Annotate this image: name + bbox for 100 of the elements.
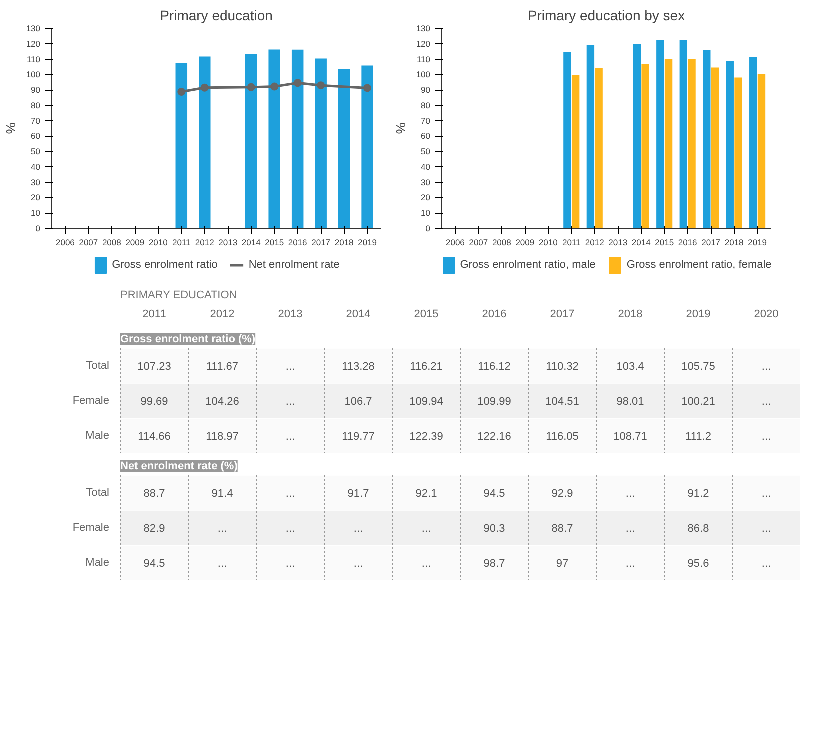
bar xyxy=(315,58,327,228)
text: ... xyxy=(762,361,772,373)
legend-label: Net enrolment rate xyxy=(248,259,340,271)
text: ... xyxy=(286,488,296,500)
y-tick-label: 40 xyxy=(31,162,41,172)
data-label: 114.66 xyxy=(138,431,171,443)
y-tick-label: 80 xyxy=(31,100,41,110)
text: ... xyxy=(626,523,636,535)
point xyxy=(178,88,186,96)
x-tick-label: 2016 xyxy=(678,238,698,248)
x-tick-label: 2017 xyxy=(550,308,575,320)
data-label: 110.32 xyxy=(546,361,579,373)
text: ... xyxy=(218,558,228,570)
data-label: 97 xyxy=(556,558,569,570)
point xyxy=(270,82,279,91)
bar xyxy=(750,57,758,228)
data-label: 86.8 xyxy=(688,523,710,535)
data-label: 98.7 xyxy=(484,558,506,570)
data-label: 104.26 xyxy=(206,396,240,408)
data-label: 95.6 xyxy=(688,558,710,570)
data-label: 104.51 xyxy=(546,396,580,408)
bar xyxy=(688,59,696,228)
text: ... xyxy=(218,523,228,535)
data-label: 116.05 xyxy=(546,431,579,443)
y-tick-label: 0 xyxy=(426,224,431,234)
data-label: 91.4 xyxy=(212,488,234,500)
data-label: 91.7 xyxy=(348,488,370,500)
data-label: 94.5 xyxy=(144,558,166,570)
y-tick-label: 20 xyxy=(421,192,431,203)
bar xyxy=(656,40,664,228)
data-label: 119.77 xyxy=(342,431,375,443)
x-tick-label: 2016 xyxy=(482,308,507,320)
x-tick-label: 2017 xyxy=(312,238,331,248)
y-tick-label: 90 xyxy=(421,85,431,96)
data-label: 92.1 xyxy=(416,488,438,500)
data-label: 91.2 xyxy=(688,488,710,500)
x-tick-label: 2008 xyxy=(492,238,512,248)
bar xyxy=(572,75,580,228)
x-tick-label: 2014 xyxy=(346,308,371,320)
x-tick-label: 2018 xyxy=(618,308,643,320)
chart-title: Primary education by sex xyxy=(528,8,686,24)
point xyxy=(200,84,209,92)
data-label: 122.39 xyxy=(410,431,444,443)
text: ... xyxy=(286,361,296,373)
bar xyxy=(362,66,374,228)
y-tick-label: 100 xyxy=(26,70,41,80)
x-tick-label: 2009 xyxy=(126,238,145,248)
x-tick-label: 2012 xyxy=(585,238,605,248)
point xyxy=(317,82,326,90)
x-tick-label: 2019 xyxy=(748,238,768,248)
y-tick-label: 20 xyxy=(31,192,41,203)
x-tick-label: 2014 xyxy=(242,238,262,248)
text: ... xyxy=(762,523,772,535)
chart-subtitle: Gross enrolment ratio (%) xyxy=(120,334,256,346)
x-tick-label: 2014 xyxy=(632,238,652,248)
legend-label: Gross enrolment ratio, male xyxy=(460,259,596,271)
bar xyxy=(633,44,642,228)
y-tick-label: 10 xyxy=(31,208,41,218)
y-tick-label: Male xyxy=(86,430,110,442)
data-label: 111.2 xyxy=(686,431,712,443)
point xyxy=(294,79,302,88)
y-tick-label: Total xyxy=(86,487,110,499)
y-tick-label: 0 xyxy=(36,224,41,234)
text: ... xyxy=(762,431,772,443)
text: ... xyxy=(286,431,296,443)
x-tick-label: 2010 xyxy=(148,238,168,248)
y-tick-label: 60 xyxy=(421,131,431,142)
bar xyxy=(338,69,350,228)
chart-subtitle: Net enrolment rate (%) xyxy=(120,460,238,472)
legend-label: Gross enrolment ratio xyxy=(112,259,218,271)
y-tick-label: 40 xyxy=(421,162,431,172)
data-label: 107.23 xyxy=(138,361,172,373)
y-tick-label: 70 xyxy=(31,116,41,126)
x-tick-label: 2015 xyxy=(265,238,284,248)
y-tick-label: 50 xyxy=(421,146,431,157)
text: ... xyxy=(762,488,772,500)
data-label: 111.67 xyxy=(206,361,239,373)
bar xyxy=(176,64,188,228)
x-tick-label: 2011 xyxy=(562,238,582,248)
data-label: 94.5 xyxy=(484,488,506,500)
data-label: 122.16 xyxy=(478,431,512,443)
bar xyxy=(595,68,603,228)
x-tick-label: 2019 xyxy=(358,238,378,248)
y-axis-title: % xyxy=(3,122,18,134)
bar xyxy=(292,50,304,228)
y-tick-label: 30 xyxy=(31,177,41,188)
x-tick-label: 2015 xyxy=(655,238,674,248)
x-tick-label: 2016 xyxy=(288,238,308,248)
x-tick-label: 2013 xyxy=(608,238,628,248)
text: ... xyxy=(422,558,432,570)
x-tick-label: 2019 xyxy=(686,308,711,320)
bar xyxy=(245,54,258,228)
y-tick-label: 100 xyxy=(416,70,431,80)
x-tick-label: 2013 xyxy=(218,238,238,248)
bar xyxy=(586,45,595,228)
bar xyxy=(680,40,688,228)
text: ... xyxy=(762,396,772,408)
bar xyxy=(664,59,673,228)
text: ... xyxy=(354,558,364,570)
data-label: 103.4 xyxy=(616,361,644,373)
